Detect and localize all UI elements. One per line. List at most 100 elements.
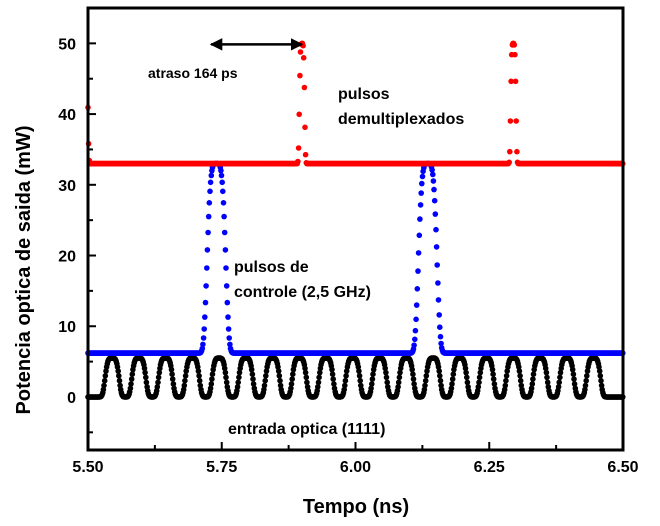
series-0-point (598, 377, 604, 384)
series-0-point (129, 371, 136, 378)
series-0-point (582, 382, 589, 389)
series-0-point (490, 376, 497, 382)
series-0-point (437, 373, 443, 379)
series-0-point (584, 373, 590, 379)
series-0-point (248, 366, 255, 373)
series-2-point (514, 148, 520, 155)
series-0-point (250, 381, 257, 387)
series-0-point (195, 364, 201, 370)
series-0-point (100, 386, 107, 393)
series-0-point (542, 365, 549, 372)
series-0-point (571, 381, 578, 387)
series-0-point (277, 382, 284, 389)
series-0-point (438, 382, 444, 389)
series-0-point (143, 374, 149, 381)
series-0-point (530, 371, 537, 378)
series-0-point (557, 369, 564, 376)
series-1-point (218, 172, 225, 179)
series-1-point (226, 335, 232, 341)
series-2-point (513, 118, 519, 124)
series-0-point (370, 371, 376, 378)
series-2-point (512, 51, 518, 58)
series-0-point (101, 377, 108, 384)
series-1-point (414, 286, 421, 292)
demux-label-line1: pulsos (338, 86, 390, 103)
series-0-point (463, 369, 469, 376)
ticks-layer: 5.50 5.75 6.00 6.25 6.50 0 10 20 30 40 50 (58, 36, 638, 476)
series-0-point (182, 377, 188, 384)
series-2-point (507, 118, 514, 124)
series-0-point (208, 381, 215, 387)
series-0-point (115, 368, 121, 374)
series-0-point (154, 384, 161, 390)
series-1-point (433, 244, 440, 250)
series-1-point (204, 247, 211, 253)
series-0-point (597, 373, 604, 379)
series-1-point (415, 250, 422, 256)
series-0-point (517, 373, 523, 379)
series-2-point (295, 145, 302, 151)
series-0-point (103, 368, 109, 374)
series-0-point (303, 374, 310, 381)
y-tick-label: 40 (58, 107, 76, 124)
series-0-point (528, 385, 535, 392)
series-0-point (209, 371, 216, 378)
series-0-point (223, 379, 230, 386)
series-0-point (356, 368, 362, 374)
series-0-point (584, 368, 591, 374)
series-0-point (368, 385, 374, 392)
series-0-point (464, 379, 471, 386)
series-0-point (383, 374, 390, 381)
series-2-point (508, 78, 514, 85)
series-2-point (300, 55, 307, 61)
series-1-point (412, 336, 418, 343)
series-1-point (411, 342, 417, 349)
series-0-point (369, 376, 376, 382)
series-2-point (512, 78, 519, 85)
series-0-point (355, 364, 362, 370)
control-label-line2: controle (2,5 GHz) (234, 284, 371, 301)
series-1-point (416, 232, 423, 239)
series-1-point (432, 211, 439, 217)
series-0-point (491, 381, 498, 387)
series-0-point (556, 379, 562, 386)
y-tick-label: 50 (58, 36, 76, 53)
series-0-point (304, 379, 310, 386)
series-0-point (143, 379, 150, 386)
series-0-point (223, 374, 229, 381)
series-0-point (396, 374, 403, 381)
series-0-point (436, 368, 443, 374)
series-0-point (180, 386, 187, 393)
series-0-point (557, 374, 563, 381)
series-0-point (448, 385, 455, 392)
series-0-point (395, 384, 401, 390)
series-0-point (357, 377, 364, 384)
series-0-point (236, 369, 243, 376)
series-0-point (395, 379, 402, 386)
series-0-point (517, 377, 524, 384)
series-1-point (417, 216, 423, 222)
series-1-point (431, 197, 438, 204)
series-0-point (341, 386, 348, 393)
series-0-point (288, 385, 294, 392)
series-1-point (433, 226, 439, 233)
series-1-point (220, 188, 226, 195)
series-2-point (296, 111, 303, 118)
series-0-point (141, 365, 148, 372)
x-tick-label: 6.25 (474, 459, 505, 476)
series-1-point (221, 229, 228, 236)
series-0-point (156, 369, 163, 376)
y-tick-label: 10 (58, 319, 76, 336)
series-0-point (516, 364, 522, 370)
control-label-line1: pulsos de (234, 259, 309, 276)
series-0-point (331, 381, 337, 387)
series-1-point (223, 283, 230, 289)
series-0-point (503, 373, 510, 379)
series-0-point (142, 369, 148, 376)
series-0-point (449, 381, 455, 387)
series-1-point (202, 314, 208, 320)
series-0-point (288, 381, 295, 387)
series-0-point (516, 368, 523, 374)
series-2-point (506, 159, 512, 166)
